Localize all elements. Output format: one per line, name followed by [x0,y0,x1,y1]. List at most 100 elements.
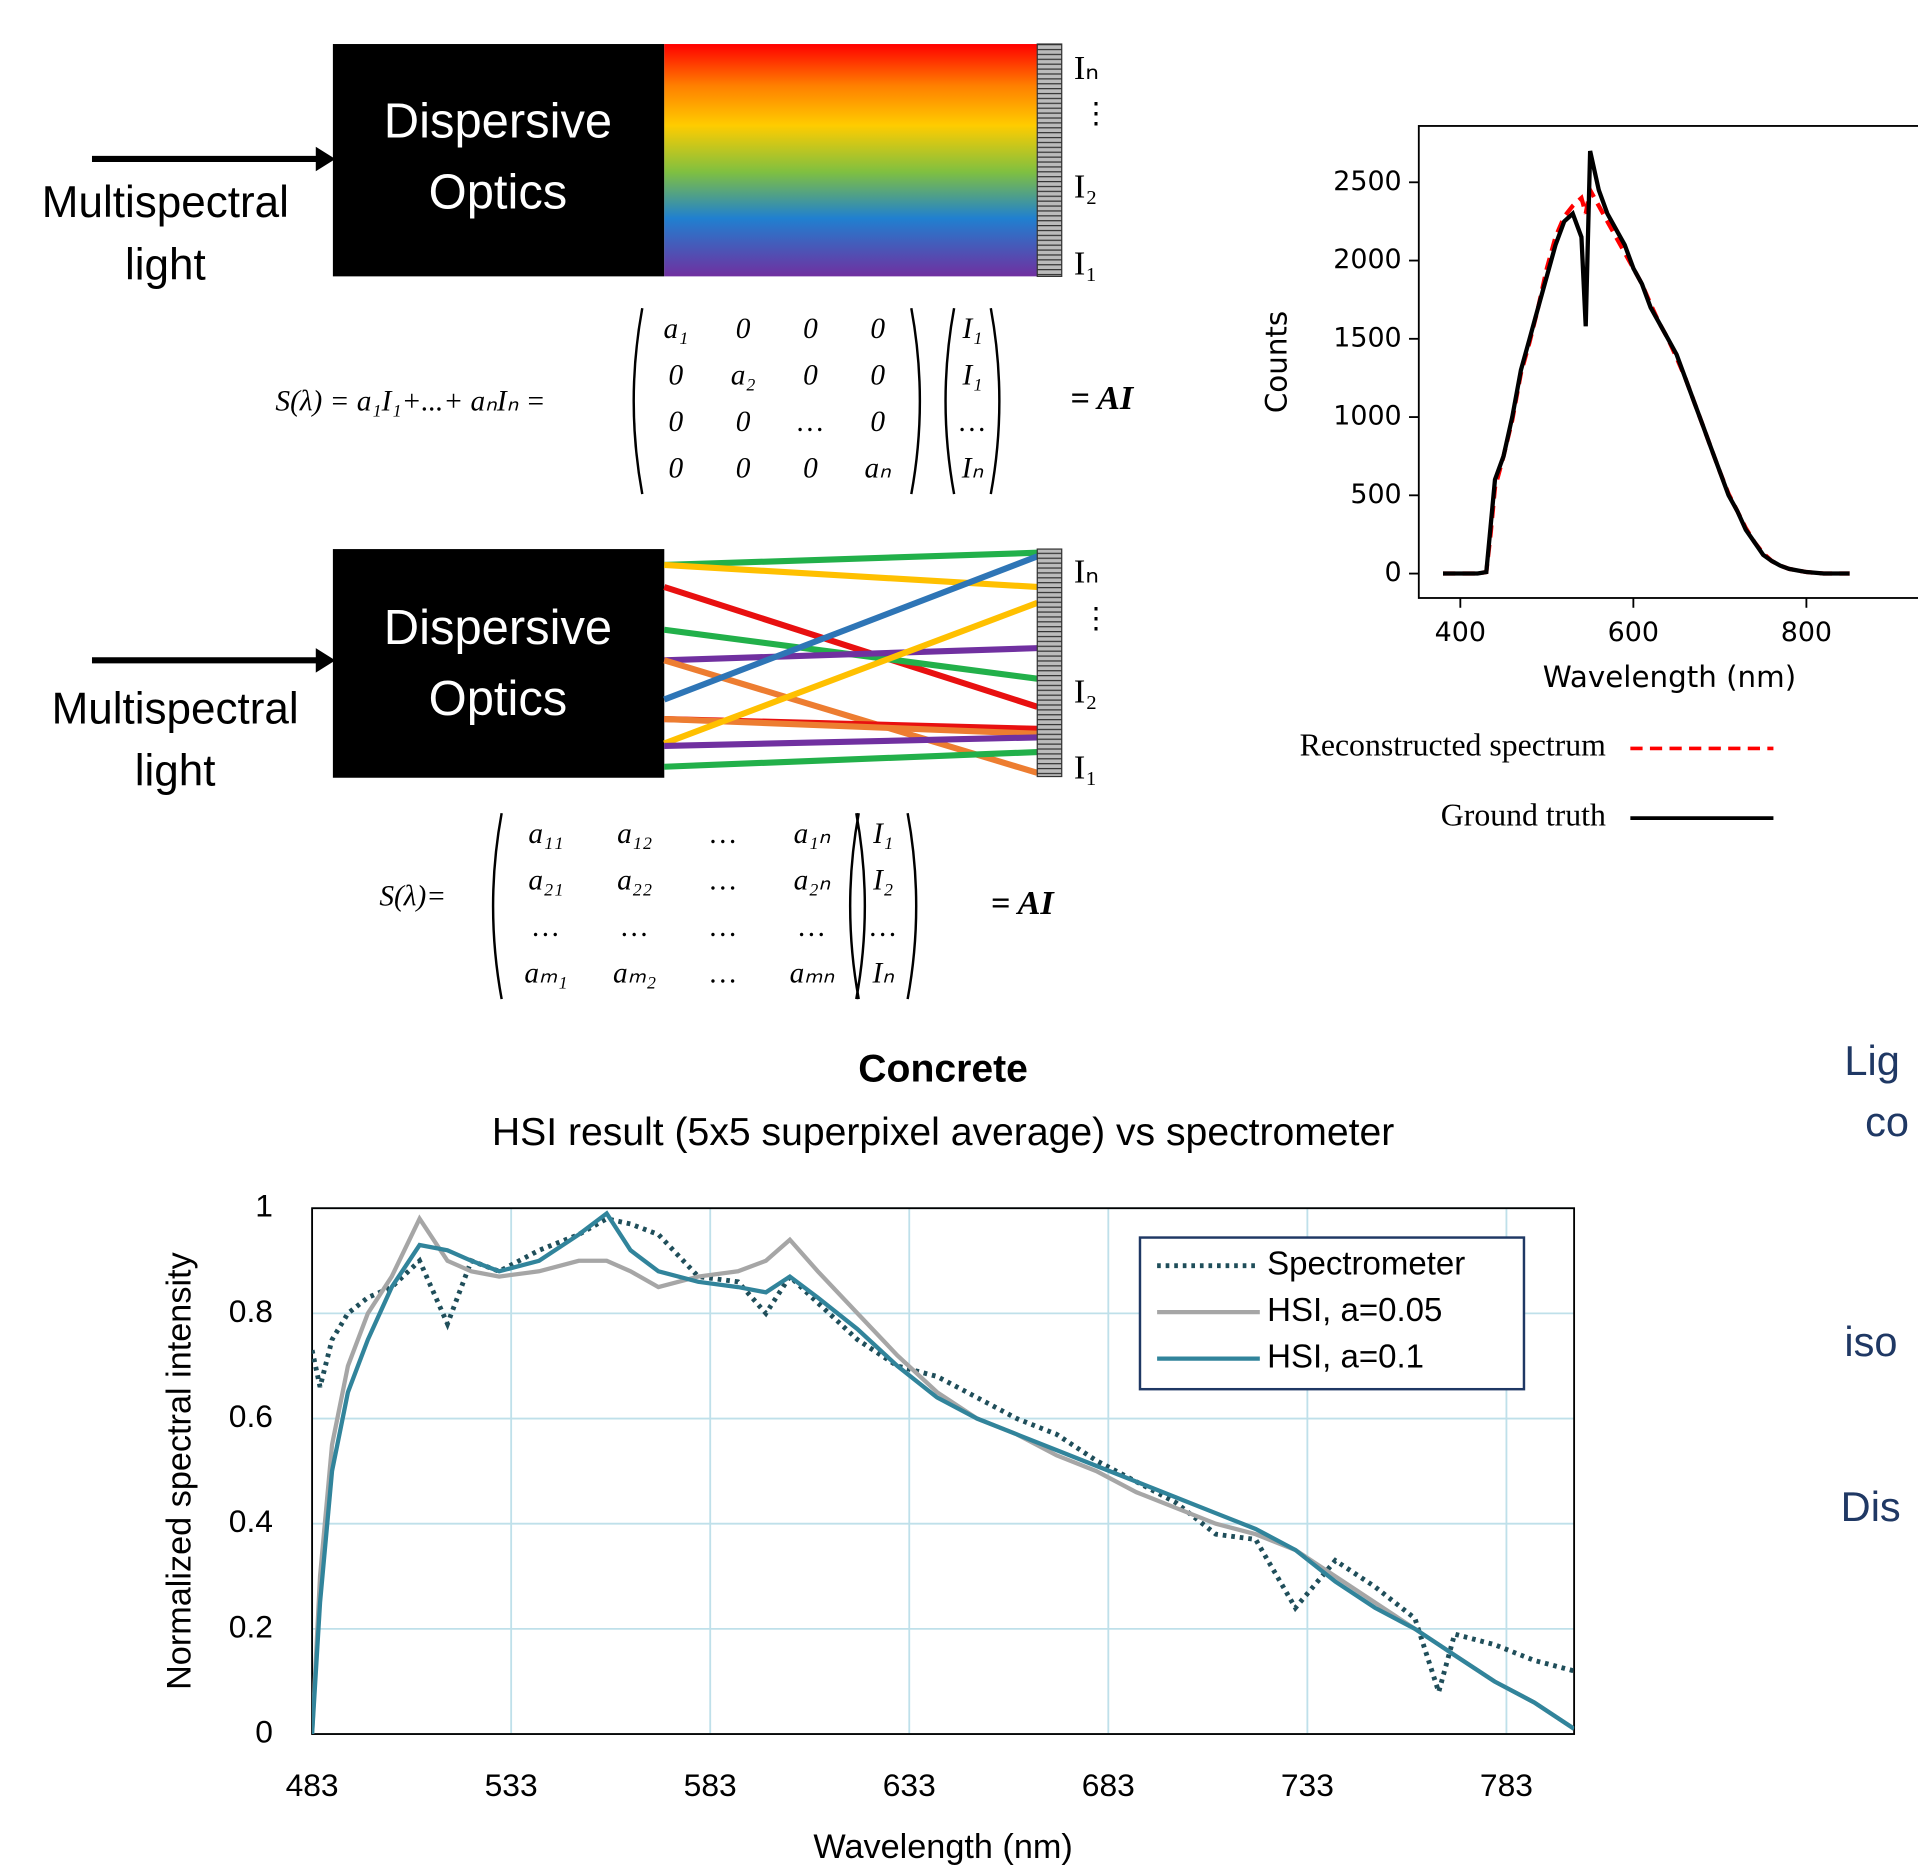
matrix-entry: 0 [736,453,751,485]
y-tick-label: 0 [1385,557,1402,588]
legend-label: Ground truth [1441,797,1606,832]
bracket [848,812,860,1000]
x-tick-label: 800 [1781,617,1832,648]
box-label: Dispersive [384,95,612,149]
matrix-entry: a₁₂ [617,818,652,850]
matrix-entry: a₂₁ [528,865,563,897]
y-tick-label: 2500 [1333,166,1401,197]
equation-lhs: S(λ) = a₁I₁+...+ aₙIₙ = [275,385,545,417]
matrix-entry: … [799,911,825,943]
series-line [1443,183,1850,576]
vector-entry: Iₙ [961,453,984,485]
matrix-entry: aₘ₂ [613,958,656,990]
matrix-entry: a₂ [731,360,756,392]
y-tick-label: 500 [1350,479,1401,510]
spectrum [664,44,1038,277]
x-tick-label: 583 [684,1767,737,1803]
box-label: Dispersive [384,601,612,655]
vector-entry: I₁ [961,360,982,392]
x-tick-label: 483 [286,1767,339,1803]
x-tick-label: 683 [1082,1767,1135,1803]
equations: S(λ) = a₁I₁+...+ aₙIₙ = a₁ 0 0 0 0 a₂ 0 0 0 0 … 0 0 0 0… [275,307,1135,1000]
bracket [910,307,922,495]
series-line [312,1216,1575,1701]
matrix-entry: 0 [870,406,885,438]
x-tick-label: 783 [1480,1767,1533,1803]
x-tick-label: 533 [485,1767,538,1803]
light-paths [663,549,1039,776]
matrix-entry: 0 [736,406,751,438]
y-tick-label: 0.2 [229,1608,273,1644]
matrix-entry: a₁ [663,313,688,345]
matrix-entry: aₘ₁ [524,958,567,990]
matrix-entry: 0 [803,313,818,345]
matrix-entry: … [710,911,736,943]
series-line [312,1210,1575,1735]
matrix-entry: … [710,865,736,897]
x-tick-label: 400 [1435,617,1486,648]
matrix-entry: … [533,911,559,943]
matrix-entry: … [797,406,823,438]
y-axis-label: Normalized spectral intensity [160,1251,198,1689]
vector-entry: I₁ [872,818,893,850]
x-tick-label: 600 [1608,617,1659,648]
detector-label: I₂ [1074,167,1097,205]
panel-2: Multispectral light Dispersive Optics Iₙ… [52,548,1111,796]
matrix-entry: 0 [870,313,885,345]
matrix-entry: aₙ [864,453,891,485]
side-text: iso [1844,1318,1897,1365]
matrix-entry: aₘₙ [790,958,835,990]
side-text: co [1865,1098,1909,1145]
input-label: light [125,240,206,289]
matrix-entry: 0 [669,453,684,485]
series-line [312,1214,1575,1735]
detector-label: Iₙ [1074,49,1099,87]
equation-rhs: = AI [991,884,1056,922]
y-tick-label: 0.8 [229,1293,273,1329]
legend-label: Spectrometer [1267,1244,1465,1281]
y-tick-label: 1000 [1333,401,1401,432]
detector-label: ⋮ [1081,98,1110,130]
x-axis-label: Wavelength (nm) [813,1828,1072,1866]
matrix-entry: 0 [803,360,818,392]
plot-frame [311,1207,1576,1735]
chart-title: Concrete [858,1048,1028,1091]
matrix-entry: 0 [870,360,885,392]
vector-entry: I₂ [872,865,893,897]
panel-1: Multispectral light Dispersive Optics Iₙ… [42,43,1111,289]
x-tick-label: 733 [1281,1767,1334,1803]
detector [1036,548,1063,778]
vector-entry: … [870,911,896,943]
box-label: Optics [429,672,568,726]
legend-label: Reconstructed spectrum [1300,728,1607,763]
detector-label: I₁ [1074,748,1097,786]
optics-box [332,549,665,778]
matrix-entry: 0 [803,453,818,485]
input-label: Multispectral [52,684,299,733]
legend-label: HSI, a=0.05 [1267,1291,1442,1328]
bracket [906,812,918,1000]
matrix-entry: 0 [736,313,751,345]
detector-label: I₂ [1074,672,1097,710]
detector-label: I₁ [1074,244,1097,282]
matrix-entry: a₂ₙ [794,865,831,897]
plot-frame [1417,125,1918,599]
arrow-head [315,648,336,673]
bracket [491,812,503,1000]
matrix-entry: a₁ₙ [794,818,831,850]
arrow-head [315,146,336,172]
matrix-entry: … [622,911,648,943]
side-text: Dis [1841,1483,1901,1530]
y-tick-label: 1 [255,1188,273,1224]
vector-entry: Iₙ [871,958,894,990]
x-axis-label: Wavelength (nm) [1543,660,1796,694]
chart: 0 500 1000 1500 2000 2500 400 600 800 Wavelength … [1260,125,1918,832]
chart: Concrete HSI result (5x5 superpixel avera… [160,1048,1576,1866]
matrix-entry: 0 [669,360,684,392]
y-tick-label: 0.6 [229,1398,273,1434]
vector-entry: … [959,406,985,438]
y-tick-label: 2000 [1333,244,1401,275]
